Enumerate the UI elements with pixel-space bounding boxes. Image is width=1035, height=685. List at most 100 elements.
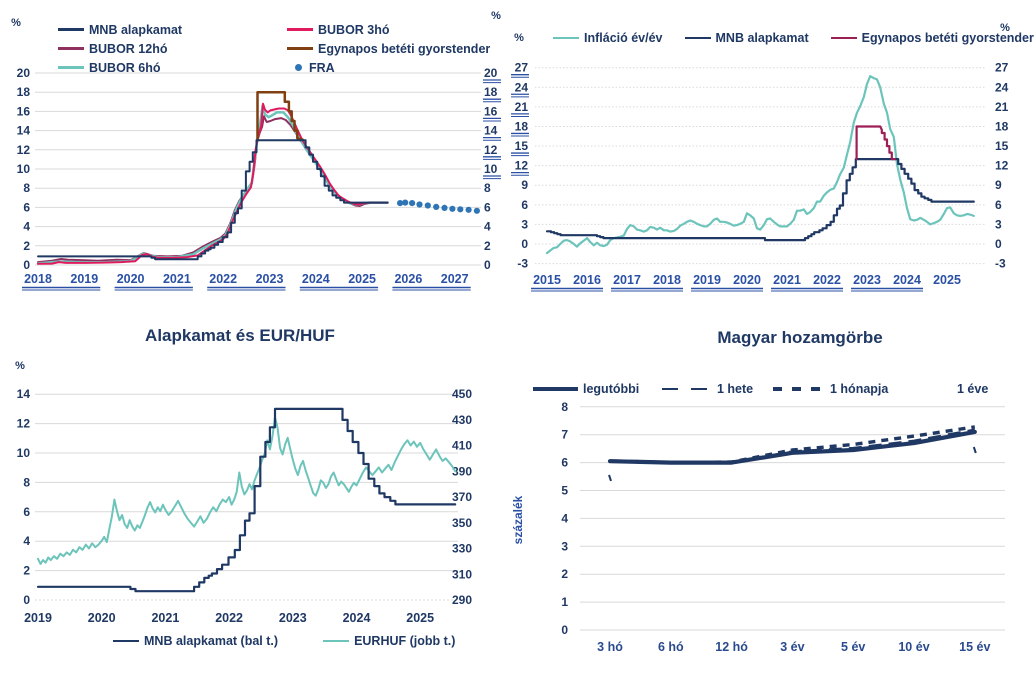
x-axis-tick: 15 év [959, 640, 990, 654]
mnb-alapkamat-swatch-icon [58, 28, 84, 31]
y-axis-tick-right: 24 [995, 80, 1009, 94]
y-axis-tick-left: 4 [561, 511, 568, 525]
y-axis-tick-left: 6 [561, 456, 568, 470]
series-1-ve-mark [972, 446, 977, 454]
legend-label: Egynapos betéti gyorstender [861, 31, 1034, 45]
series-eurhuf-jobb-t-line [37, 416, 457, 565]
y-axis-tick-right: 18 [995, 119, 1009, 133]
y-axis-unit-left: % [15, 360, 25, 372]
y-axis-tick-right: 16 [484, 104, 498, 118]
series-fra-dot [409, 200, 416, 207]
y-axis-unit-left: % [514, 32, 524, 44]
y-axis-tick-right: 390 [452, 464, 472, 478]
series-fra-dot [424, 202, 431, 209]
y-axis-tick-left: 18 [515, 119, 529, 133]
x-axis-tick: 2015 [533, 273, 561, 287]
y-axis-tick-right: 4 [484, 220, 491, 234]
1-hete-swatch-icon [662, 387, 712, 391]
y-axis-tick-left: 16 [17, 104, 31, 118]
y-axis-tick-right: 6 [995, 198, 1002, 212]
series-1-ve-mark [608, 474, 612, 482]
mnb-alapkamat-bal-t-swatch-icon [113, 639, 139, 643]
x-axis-tick: 2024 [343, 611, 371, 625]
series-fra-dot [397, 200, 404, 207]
x-axis-tick: 2021 [773, 273, 801, 287]
y-axis-tick-left: 2 [23, 564, 30, 578]
legend-label: Egynapos betéti gyorstender [318, 41, 491, 56]
y-axis-tick-left: 12 [17, 417, 31, 431]
bubor-6h-swatch-icon [58, 66, 84, 69]
yield-curve-canvas: 8 7 6 5 4 3 2 1 0 százalék 3 hó 6 hó 12 hó 3 év 5 év 10… [511, 400, 1005, 654]
y-axis-tick-left: 0 [521, 237, 528, 251]
y-axis-tick-left: 10 [17, 446, 31, 460]
x-axis-tick: 2026 [394, 272, 422, 286]
y-axis-tick-left: 3 [561, 539, 568, 553]
legend-item-mnb-alapkamat-bal-t: MNB alapkamat (bal t.) [113, 634, 278, 648]
series-bubor-12h-line [37, 115, 389, 264]
y-axis-tick-left: 14 [17, 387, 31, 401]
series-mnb-alapkamat-bal-t-line [36, 407, 457, 593]
x-axis-tick: 2021 [151, 611, 179, 625]
series-fra-dot [457, 206, 464, 213]
egynapos-bet-ti-gyorstender-swatch-icon [287, 47, 313, 50]
y-axis-tick-right: 14 [484, 124, 498, 138]
y-axis-tick-left: 12 [17, 143, 31, 157]
y-axis-tick-left: 6 [23, 505, 30, 519]
x-axis-tick: 2025 [348, 272, 376, 286]
y-axis-tick-right: 450 [452, 387, 472, 401]
y-axis-tick-right: 27 [995, 61, 1009, 75]
series-legut-bbi-line [607, 429, 977, 465]
y-axis-tick-left: 6 [521, 198, 528, 212]
x-axis-tick: 2020 [88, 611, 116, 625]
legend-label: BUBOR 3hó [318, 22, 390, 37]
y-axis-tick-right: 370 [452, 490, 472, 504]
y-axis-tick-left: 3 [521, 217, 528, 231]
y-axis-tick-right: 0 [484, 258, 491, 272]
y-axis-tick-right: 430 [452, 413, 472, 427]
legend-item-1-hete: 1 hete [662, 382, 753, 396]
y-axis-tick-right: 3 [995, 217, 1002, 231]
legend-item-1-ve: 1 éve [957, 382, 988, 396]
y-axis-tick-right: 20 [484, 66, 498, 80]
y-axis-tick-right: -3 [995, 257, 1006, 271]
legend-item-bubor-12h: BUBOR 12hó [58, 42, 287, 56]
x-axis-tick: 2016 [573, 273, 601, 287]
y-axis-tick-left: 8 [23, 475, 30, 489]
x-axis-tick: 6 hó [658, 640, 684, 654]
y-axis-unit-left: % [11, 17, 21, 29]
x-axis-tick: 2025 [406, 611, 434, 625]
y-axis-unit-right: % [491, 10, 501, 22]
x-axis-tick: 3 év [780, 640, 804, 654]
y-axis-unit-right: % [1000, 22, 1010, 34]
inflation-policy-rate-canvas: 27 24 21 18 15 12 9 6 3 0 -3 27 24 21 18 15 12 9 6 3 0 -3%% 20… [511, 22, 1010, 292]
legend-label: BUBOR 12hó [89, 41, 168, 56]
legend-label: 1 hete [717, 382, 754, 396]
y-axis-tick-left: 21 [515, 100, 529, 114]
x-axis-tick: 2023 [279, 611, 307, 625]
series-egynapos-bet-ti-gyorstender-line [256, 90, 305, 142]
x-axis-tick: 2019 [693, 273, 721, 287]
x-axis-tick: 2017 [613, 273, 641, 287]
y-axis-tick-right: 2 [484, 239, 491, 253]
legend-label: legutóbbi [583, 382, 640, 396]
y-axis-tick-right: 310 [452, 567, 472, 581]
chart-title-alapkamat-eurhuf: Alapkamat és EUR/HUF [145, 326, 335, 345]
interbank-rates-legend: MNB alapkamat BUBOR 12hó BUBOR 6hó BUBOR 3h… [58, 20, 516, 77]
series-fra-dot [441, 204, 448, 211]
series-bubor-6h-line [36, 104, 389, 265]
x-axis-tick: 2020 [117, 272, 145, 286]
y-axis-tick-right: 21 [995, 100, 1009, 114]
fra-swatch-icon [295, 64, 302, 71]
bubor-12h-swatch-icon [58, 47, 84, 50]
eurhuf-legend: MNB alapkamat (bal t.) EURHUF (jobb t.) [113, 634, 455, 648]
x-axis-tick: 2018 [24, 272, 52, 286]
yield-curve-chart: 8 7 6 5 4 3 2 1 0 százalék 3 hó 6 hó 12 hó 3 év 5 év 10… [500, 320, 1035, 668]
y-axis-tick-right: 290 [452, 593, 472, 607]
x-axis-tick: 2021 [163, 272, 191, 286]
inflation-policy-rate-chart: 27 24 21 18 15 12 9 6 3 0 -3 27 24 21 18 15 12 9 6 3 0 -3%% 20… [495, 0, 1035, 312]
series-bubor-3h-line [37, 102, 389, 265]
y-axis-tick-left: 27 [515, 61, 529, 75]
legend-label: MNB alapkamat (bal t.) [144, 634, 279, 648]
x-axis-tick: 2023 [256, 272, 284, 286]
legend-label: EURHUF (jobb t.) [354, 634, 456, 648]
